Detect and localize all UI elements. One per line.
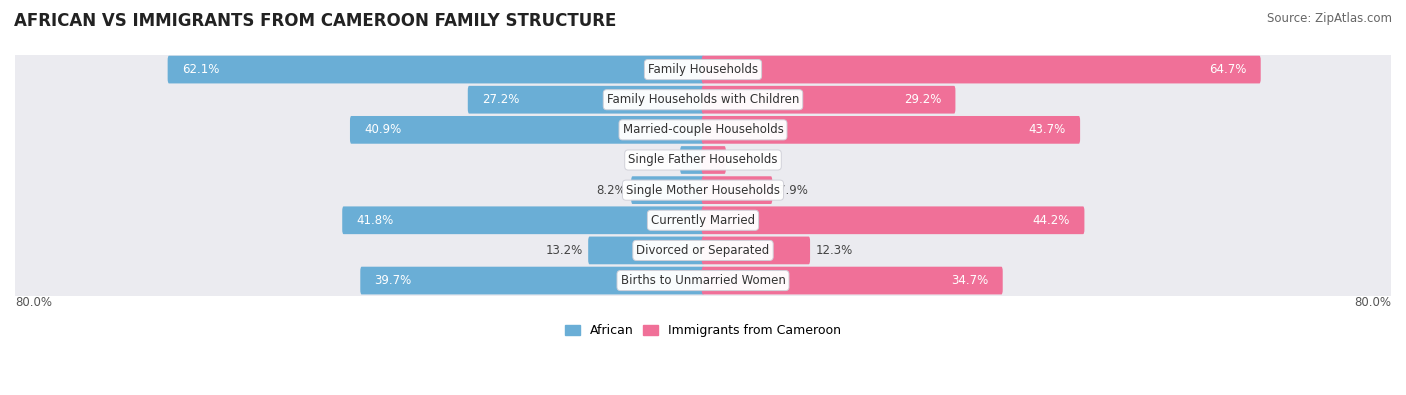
Text: 13.2%: 13.2% bbox=[546, 244, 582, 257]
Text: 29.2%: 29.2% bbox=[904, 93, 941, 106]
Text: Currently Married: Currently Married bbox=[651, 214, 755, 227]
Text: 2.5%: 2.5% bbox=[731, 154, 761, 167]
Text: 64.7%: 64.7% bbox=[1209, 63, 1247, 76]
Text: Single Father Households: Single Father Households bbox=[628, 154, 778, 167]
Text: 80.0%: 80.0% bbox=[15, 295, 52, 308]
Text: Married-couple Households: Married-couple Households bbox=[623, 123, 783, 136]
FancyBboxPatch shape bbox=[681, 146, 704, 174]
FancyBboxPatch shape bbox=[702, 176, 772, 204]
FancyBboxPatch shape bbox=[15, 133, 1391, 187]
Text: 12.3%: 12.3% bbox=[815, 244, 853, 257]
FancyBboxPatch shape bbox=[15, 193, 1391, 248]
Legend: African, Immigrants from Cameroon: African, Immigrants from Cameroon bbox=[560, 320, 846, 342]
Text: 44.2%: 44.2% bbox=[1033, 214, 1070, 227]
FancyBboxPatch shape bbox=[167, 56, 704, 83]
FancyBboxPatch shape bbox=[360, 267, 704, 294]
Text: 8.2%: 8.2% bbox=[596, 184, 626, 197]
FancyBboxPatch shape bbox=[15, 163, 1391, 218]
Text: 2.5%: 2.5% bbox=[645, 154, 675, 167]
Text: Family Households with Children: Family Households with Children bbox=[607, 93, 799, 106]
Text: 27.2%: 27.2% bbox=[482, 93, 519, 106]
Text: Single Mother Households: Single Mother Households bbox=[626, 184, 780, 197]
FancyBboxPatch shape bbox=[15, 42, 1391, 97]
FancyBboxPatch shape bbox=[15, 102, 1391, 157]
FancyBboxPatch shape bbox=[702, 116, 1080, 144]
FancyBboxPatch shape bbox=[631, 176, 704, 204]
Text: AFRICAN VS IMMIGRANTS FROM CAMEROON FAMILY STRUCTURE: AFRICAN VS IMMIGRANTS FROM CAMEROON FAMI… bbox=[14, 12, 616, 30]
FancyBboxPatch shape bbox=[15, 223, 1391, 278]
Text: 41.8%: 41.8% bbox=[356, 214, 394, 227]
Text: 80.0%: 80.0% bbox=[1354, 295, 1391, 308]
FancyBboxPatch shape bbox=[702, 237, 810, 264]
Text: 43.7%: 43.7% bbox=[1029, 123, 1066, 136]
FancyBboxPatch shape bbox=[702, 56, 1261, 83]
FancyBboxPatch shape bbox=[702, 207, 1084, 234]
FancyBboxPatch shape bbox=[702, 267, 1002, 294]
Text: 7.9%: 7.9% bbox=[778, 184, 807, 197]
FancyBboxPatch shape bbox=[350, 116, 704, 144]
Text: 62.1%: 62.1% bbox=[181, 63, 219, 76]
Text: 40.9%: 40.9% bbox=[364, 123, 401, 136]
FancyBboxPatch shape bbox=[468, 86, 704, 114]
FancyBboxPatch shape bbox=[15, 253, 1391, 308]
FancyBboxPatch shape bbox=[702, 86, 956, 114]
FancyBboxPatch shape bbox=[15, 72, 1391, 127]
FancyBboxPatch shape bbox=[588, 237, 704, 264]
Text: 39.7%: 39.7% bbox=[374, 274, 412, 287]
Text: Family Households: Family Households bbox=[648, 63, 758, 76]
Text: Births to Unmarried Women: Births to Unmarried Women bbox=[620, 274, 786, 287]
FancyBboxPatch shape bbox=[702, 146, 725, 174]
FancyBboxPatch shape bbox=[342, 207, 704, 234]
Text: Divorced or Separated: Divorced or Separated bbox=[637, 244, 769, 257]
Text: 34.7%: 34.7% bbox=[952, 274, 988, 287]
Text: Source: ZipAtlas.com: Source: ZipAtlas.com bbox=[1267, 12, 1392, 25]
